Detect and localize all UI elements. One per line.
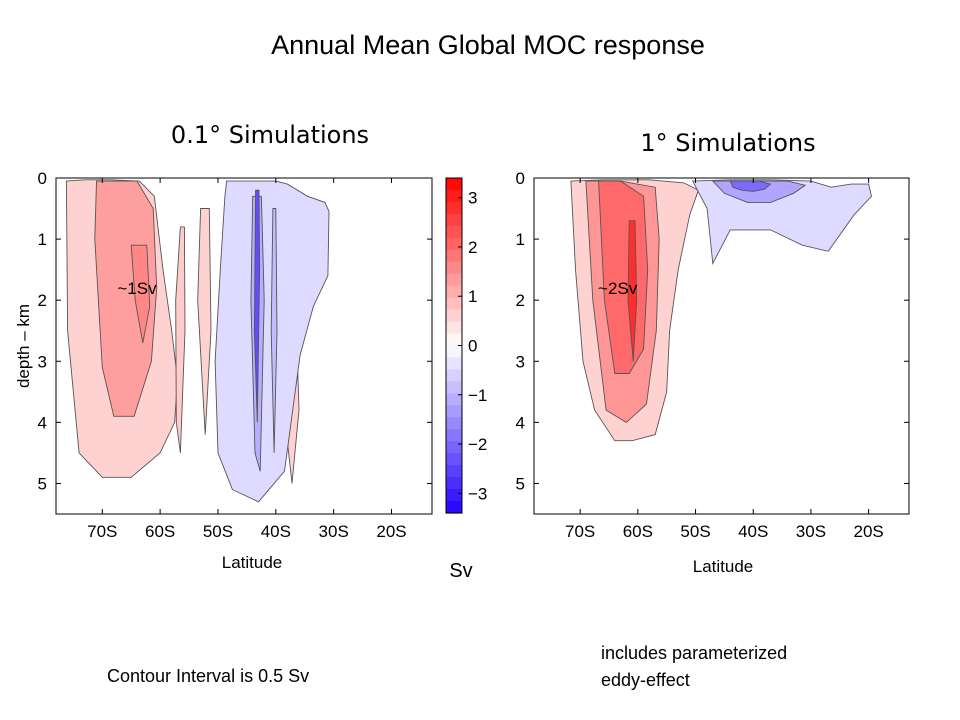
left-x-axis-label: Latitude — [221, 553, 283, 572]
colorbar-swatch-9 — [446, 285, 462, 299]
colorbar-swatch-0 — [446, 178, 462, 191]
left-y-tick-label-3: 3 — [38, 352, 47, 371]
left-y-tick-label-5: 5 — [38, 474, 47, 493]
right-y-tick-label-5: 5 — [516, 474, 525, 493]
colorbar-swatch-3 — [446, 213, 462, 227]
colorbar-swatch-13 — [446, 333, 462, 347]
left-x-tick-label-1: 60S — [145, 522, 175, 541]
colorbar-unit-label: Sv — [449, 560, 473, 582]
colorbar-swatch-15 — [446, 357, 462, 371]
colorbar-swatch-20 — [446, 417, 462, 430]
colorbar-swatch-2 — [446, 201, 462, 215]
left-x-tick-label-2: 50S — [203, 522, 233, 541]
right-contour-region-5 — [691, 179, 872, 266]
colorbar-swatch-21 — [446, 429, 462, 442]
right-x-tick-label-4: 30S — [796, 522, 826, 541]
left-contour-region-10 — [253, 189, 261, 423]
right-annotation: ~2Sv — [598, 279, 638, 298]
left-y-tick-label-0: 0 — [38, 169, 47, 188]
right-y-tick-label-2: 2 — [516, 291, 525, 310]
right-x-axis-label: Latitude — [692, 557, 754, 576]
colorbar-swatch-6 — [446, 249, 462, 263]
right-contour-region-4 — [627, 220, 638, 362]
left-contour-region-11 — [270, 208, 278, 453]
colorbar-swatch-26 — [446, 489, 462, 502]
colorbar-swatch-17 — [446, 381, 462, 394]
colorbar-swatch-14 — [446, 345, 462, 359]
colorbar-swatch-19 — [446, 405, 462, 418]
left-contour-region-4 — [175, 226, 186, 453]
left-x-tick-label-3: 40S — [261, 522, 291, 541]
right-x-tick-label-1: 60S — [623, 522, 653, 541]
left-y-axis-label: depth – km — [14, 304, 33, 388]
contour-interval-note: Contour Interval is 0.5 Sv — [107, 666, 310, 686]
right-x-tick-label-3: 40S — [738, 522, 768, 541]
right-y-tick-label-3: 3 — [516, 352, 525, 371]
right-panel-title: 1° Simulations — [640, 129, 816, 157]
right-plot-frame — [533, 177, 910, 515]
colorbar-tick-label-0: 3 — [468, 189, 477, 208]
right-y-tick-label-1: 1 — [516, 230, 525, 249]
colorbar-swatch-11 — [446, 309, 462, 323]
colorbar-swatch-27 — [446, 501, 462, 514]
left-x-tick-label-4: 30S — [319, 522, 349, 541]
colorbar-swatch-12 — [446, 321, 462, 335]
colorbar-tick-label-3: 0 — [468, 337, 477, 356]
left-x-tick-label-0: 70S — [87, 522, 117, 541]
colorbar-tick-label-1: 2 — [468, 238, 477, 257]
left-y-tick-label-2: 2 — [38, 291, 47, 310]
right-x-tick-label-0: 70S — [565, 522, 595, 541]
colorbar-swatch-16 — [446, 369, 462, 382]
parameterization-note: includes parameterized eddy-effect — [601, 640, 787, 694]
colorbar-tick-label-2: 1 — [468, 287, 477, 306]
left-plot-frame — [55, 177, 433, 515]
colorbar-tick-label-4: −1 — [468, 386, 487, 405]
right-x-tick-label-5: 20S — [853, 522, 883, 541]
colorbar-swatch-25 — [446, 477, 462, 490]
colorbar-swatch-1 — [446, 189, 462, 203]
parameterization-note-line-1: includes parameterized — [601, 643, 788, 663]
colorbar-tick-label-6: −3 — [468, 484, 487, 503]
colorbar-tick-label-5: −2 — [468, 435, 487, 454]
left-contour-region-2 — [94, 180, 158, 417]
left-annotation: ~1Sv — [117, 279, 157, 298]
parameterization-note-line-2: eddy-effect — [601, 670, 690, 690]
left-x-tick-label-5: 20S — [376, 522, 406, 541]
left-y-tick-label-4: 4 — [38, 413, 47, 432]
right-y-tick-label-4: 4 — [516, 413, 525, 432]
main-title: Annual Mean Global MOC response — [271, 30, 705, 60]
left-y-tick-label-1: 1 — [38, 230, 47, 249]
right-contour-region-7 — [729, 180, 772, 192]
right-y-tick-label-0: 0 — [516, 169, 525, 188]
left-contour-region-5 — [197, 208, 212, 435]
colorbar-swatch-24 — [446, 465, 462, 478]
right-x-tick-label-2: 50S — [680, 522, 710, 541]
colorbar-swatch-4 — [446, 225, 462, 239]
colorbar-swatch-10 — [446, 297, 462, 311]
colorbar-swatch-23 — [446, 453, 462, 466]
colorbar-swatch-18 — [446, 393, 462, 406]
colorbar-swatch-8 — [446, 273, 462, 287]
colorbar-swatch-7 — [446, 261, 462, 275]
left-panel-title: 0.1° Simulations — [170, 121, 370, 149]
left-contour-region-3 — [130, 244, 151, 343]
